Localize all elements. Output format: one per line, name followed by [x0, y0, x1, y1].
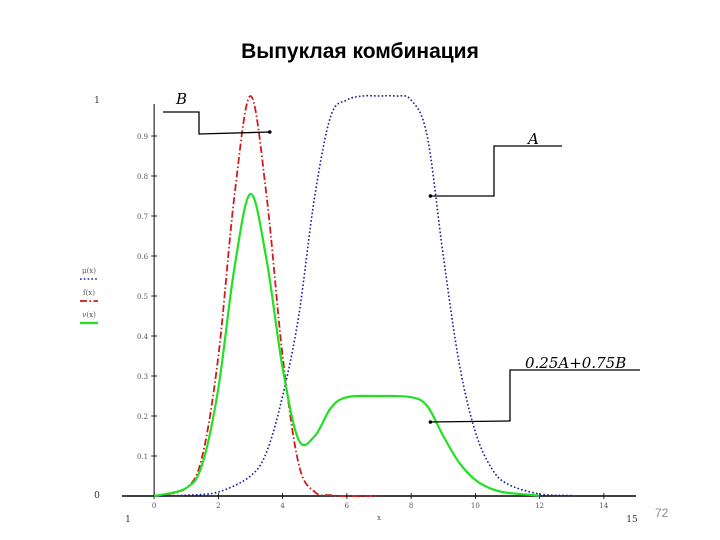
x-tick-label: 0	[152, 502, 156, 510]
annotation-label: 0.25A+0.75B	[525, 354, 626, 372]
y-tick-label: 0.4	[137, 333, 149, 341]
x-range-min-label: 1	[125, 515, 131, 525]
chart-legend: μ(x) f(x) ν(x)	[80, 267, 98, 325]
annotation-label: A	[526, 130, 539, 148]
y-tick-label: 0.2	[137, 413, 148, 421]
x-tick-label: 12	[535, 502, 544, 510]
x-range-max-label: 15	[626, 515, 638, 525]
series-line-2	[153, 192, 540, 498]
annotation-leader-line	[430, 369, 640, 423]
annotation-target-dot	[267, 130, 272, 134]
x-tick-label: 6	[345, 502, 350, 510]
x-tick-label: 14	[599, 502, 608, 510]
slide-title: Выпуклая комбинация	[241, 40, 479, 63]
chart-axes: 0 2 4 6 8 10 12 140.10.20.30.40.50.60.70.80.910…	[94, 96, 638, 525]
y-tick-label: 0.7	[137, 213, 148, 221]
y-tick-label: 0.1	[137, 453, 148, 461]
y-range-min-label: 0	[94, 491, 100, 501]
chart-series-layer	[153, 94, 572, 498]
x-tick-label: 4	[280, 502, 285, 510]
legend-entry-label: ν(x)	[82, 311, 96, 319]
y-tick-label: 0.5	[137, 293, 148, 301]
annotation-leader-line	[430, 145, 562, 197]
y-tick-label: 0.6	[137, 253, 149, 261]
annotation-target-dot	[428, 194, 433, 198]
x-axis-label: x	[377, 514, 381, 522]
chart-annotations: B A 0.25A+0.75B	[163, 90, 640, 424]
x-tick-label: 10	[471, 502, 480, 510]
series-line-1	[153, 95, 380, 497]
x-tick-label: 2	[216, 502, 220, 510]
legend-entry-label: μ(x)	[82, 267, 96, 275]
y-range-max-label: 1	[94, 96, 100, 106]
legend-entry-label: f(x)	[83, 289, 95, 297]
annotation-leader-line	[163, 111, 270, 135]
y-tick-label: 0.9	[137, 133, 148, 141]
page-number: 72	[655, 506, 669, 520]
x-tick-label: 8	[409, 502, 413, 510]
annotation-label: B	[175, 90, 187, 108]
annotation-target-dot	[428, 420, 433, 424]
y-tick-label: 0.8	[137, 173, 148, 181]
y-tick-label: 0.3	[137, 373, 148, 381]
series-line-0	[154, 94, 572, 497]
